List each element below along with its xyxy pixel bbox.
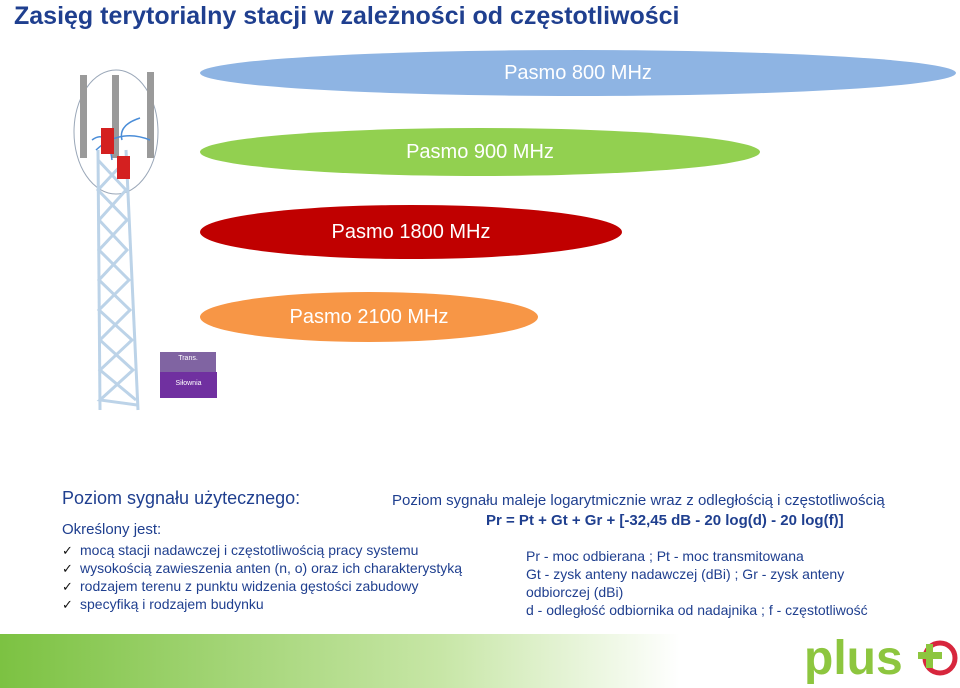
silownia-cabinet: Siłownia bbox=[160, 372, 217, 398]
factor-list: ✓ mocą stacji nadawczej i częstotliwością… bbox=[62, 541, 462, 613]
checkmark-icon: ✓ bbox=[62, 597, 73, 612]
antenna-range-circle bbox=[73, 69, 159, 195]
band-2100mhz-label: Pasmo 2100 MHz bbox=[289, 305, 449, 328]
trans-label: Trans. bbox=[178, 355, 198, 362]
factor-item: ✓ wysokością zawieszenia anten (n, o) ora… bbox=[62, 559, 462, 577]
footer-band: plus bbox=[0, 632, 958, 688]
plus-logo: plus bbox=[804, 632, 903, 685]
band-800mhz: Pasmo 800 MHz bbox=[200, 50, 956, 96]
band-1800mhz-label: Pasmo 1800 MHz bbox=[331, 220, 491, 243]
factor-item: ✓ rodzajem terenu z punktu widzenia gęsto… bbox=[62, 577, 462, 595]
antenna-cables bbox=[91, 117, 151, 161]
section-title: Poziom sygnału użytecznego: bbox=[62, 488, 301, 508]
legend-line: Pr - moc odbierana ; Pt - moc transmitow… bbox=[526, 548, 804, 564]
factor-text: mocą stacji nadawczej i częstotliwością … bbox=[80, 542, 419, 558]
plus-logo-icon bbox=[918, 640, 958, 676]
factor-item: ✓ specyfiką i rodzajem budynku bbox=[62, 595, 462, 613]
factor-text: wysokością zawieszenia anten (n, o) oraz… bbox=[80, 560, 463, 576]
antenna-panel bbox=[117, 156, 130, 179]
band-2100mhz: Pasmo 2100 MHz bbox=[200, 292, 538, 342]
band-900mhz-label: Pasmo 900 MHz bbox=[406, 140, 554, 163]
band-800mhz-label: Pasmo 800 MHz bbox=[504, 61, 652, 84]
factor-item: ✓ mocą stacji nadawczej i częstotliwością… bbox=[62, 541, 462, 559]
page-title: Zasięg terytorialny stacji w zależności … bbox=[14, 2, 680, 30]
checkmark-icon: ✓ bbox=[62, 579, 73, 594]
antenna-panel bbox=[101, 128, 114, 154]
defined-by-label: Określony jest: bbox=[62, 521, 162, 538]
band-900mhz: Pasmo 900 MHz bbox=[200, 128, 760, 176]
legend-line: odbiorczej (dBi) bbox=[526, 584, 624, 600]
trans-cabinet: Trans. bbox=[160, 352, 216, 372]
tower-illustration bbox=[73, 69, 159, 411]
lattice-mast bbox=[95, 149, 140, 411]
legend-line: d - odległość odbiornika od nadajnika ; … bbox=[526, 602, 868, 618]
silownia-label: Siłownia bbox=[175, 380, 202, 387]
formula-legend: Pr - moc odbierana ; Pt - moc transmitow… bbox=[526, 547, 868, 619]
footer-gradient bbox=[0, 634, 800, 688]
band-1800mhz: Pasmo 1800 MHz bbox=[200, 205, 622, 259]
checkmark-icon: ✓ bbox=[62, 561, 73, 576]
power-formula: Pr = Pt + Gt + Gr + [-32,45 dB - 20 log(… bbox=[486, 512, 844, 529]
checkmark-icon: ✓ bbox=[62, 543, 73, 558]
factor-text: rodzajem terenu z punktu widzenia gęstoś… bbox=[80, 578, 419, 594]
section-description: Poziom sygnału maleje logarytmicznie wra… bbox=[392, 492, 885, 509]
legend-line: Gt - zysk anteny nadawczej (dBi) ; Gr - … bbox=[526, 566, 845, 582]
factor-text: specyfiką i rodzajem budynku bbox=[80, 596, 264, 612]
antenna-poles bbox=[80, 72, 154, 158]
